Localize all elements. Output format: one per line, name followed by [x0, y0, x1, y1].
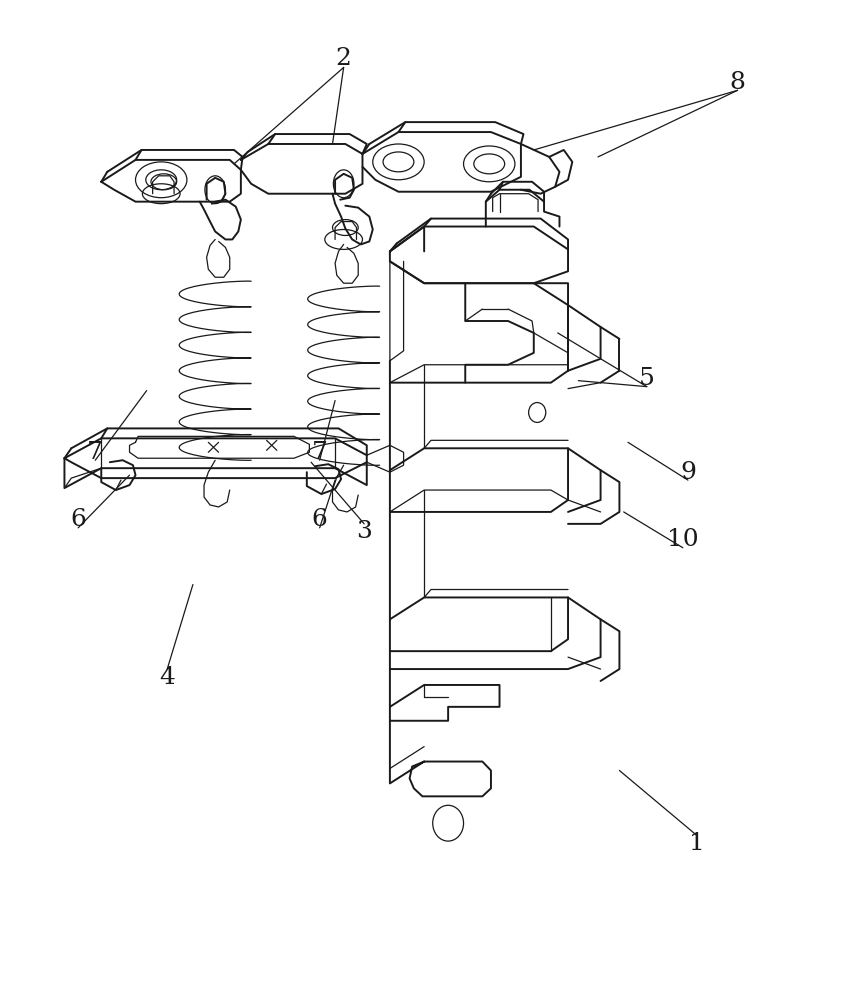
Text: 7: 7	[87, 441, 103, 464]
Text: 6: 6	[312, 508, 327, 531]
Text: 10: 10	[666, 528, 697, 551]
Text: 7: 7	[312, 441, 327, 464]
Text: 1: 1	[688, 832, 703, 855]
Text: 6: 6	[70, 508, 86, 531]
Text: 5: 5	[638, 367, 654, 390]
Text: 9: 9	[679, 461, 695, 484]
Text: 3: 3	[356, 520, 372, 543]
Text: 4: 4	[159, 666, 175, 689]
Text: 8: 8	[728, 71, 745, 94]
Text: 2: 2	[335, 47, 351, 70]
